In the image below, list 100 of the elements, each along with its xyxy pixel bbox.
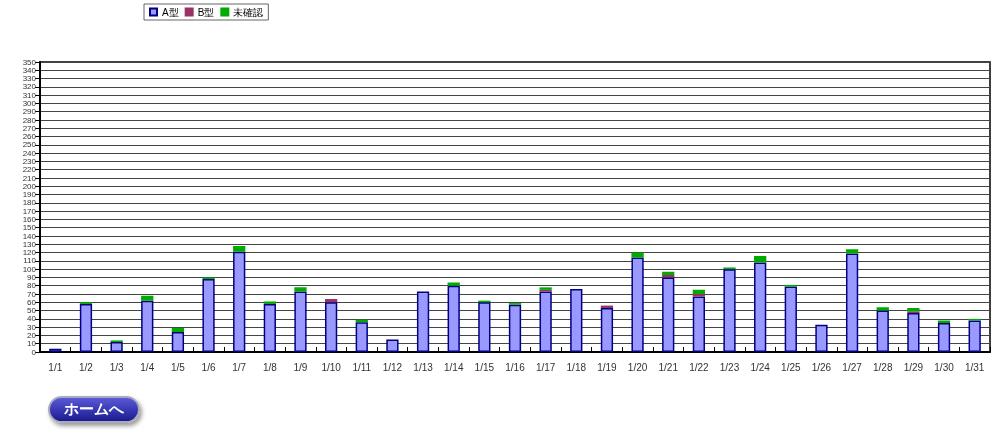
bar xyxy=(263,303,276,352)
y-tick-label: 200 xyxy=(22,181,37,191)
x-tick-label: 1/25 xyxy=(781,361,801,373)
y-tick-label: 30 xyxy=(27,322,37,332)
bar xyxy=(815,324,828,352)
x-tick-label: 1/17 xyxy=(535,361,556,373)
x-tick-label: 1/31 xyxy=(964,361,985,373)
y-tick-label: 250 xyxy=(22,140,37,150)
y-tick-label: 350 xyxy=(22,57,37,67)
x-tick-label: 1/4 xyxy=(140,361,155,373)
legend-label: A型 xyxy=(162,6,179,18)
bar xyxy=(845,253,859,352)
bar xyxy=(233,245,246,252)
legend-label: B型 xyxy=(197,6,215,18)
x-tick-label: 1/3 xyxy=(109,361,124,373)
x-tick-label: 1/6 xyxy=(201,361,216,373)
bar xyxy=(600,308,614,352)
y-tick-label: 170 xyxy=(22,206,37,216)
bar xyxy=(141,300,154,352)
bar xyxy=(539,291,552,352)
x-tick-label: 1/23 xyxy=(719,361,740,373)
bar xyxy=(937,323,951,352)
x-tick-label: 1/5 xyxy=(170,361,186,373)
y-tick-label: 150 xyxy=(22,223,37,233)
bar xyxy=(876,310,889,352)
y-tick-label: 290 xyxy=(22,107,37,117)
x-tick-label: 1/15 xyxy=(474,361,495,373)
x-tick-label: 1/13 xyxy=(413,361,434,373)
bar xyxy=(355,322,368,352)
y-tick-label: 50 xyxy=(27,306,37,316)
y-tick-label: 80 xyxy=(27,281,37,291)
legend-label: 未確認 xyxy=(233,6,264,18)
bar xyxy=(631,252,644,258)
bar xyxy=(141,295,154,301)
x-tick-label: 1/22 xyxy=(689,361,710,373)
y-tick-label: 340 xyxy=(22,65,37,75)
bar xyxy=(754,262,767,352)
bar xyxy=(570,289,583,352)
y-tick-label: 130 xyxy=(22,239,37,249)
y-tick-label: 230 xyxy=(22,156,37,166)
bar xyxy=(845,249,859,254)
x-tick-label: 1/19 xyxy=(597,361,618,373)
y-tick-label: 0 xyxy=(31,347,37,357)
x-tick-label: 1/8 xyxy=(262,361,278,373)
x-tick-label: 1/29 xyxy=(903,361,924,373)
bar xyxy=(325,302,338,352)
y-tick-label: 310 xyxy=(22,90,37,100)
x-tick-label: 1/28 xyxy=(873,361,893,373)
home-button[interactable]: ホームへ xyxy=(48,396,140,423)
bar xyxy=(202,279,215,352)
y-tick-label: 220 xyxy=(22,165,37,175)
bar xyxy=(907,313,920,352)
y-tick-label: 280 xyxy=(22,115,37,125)
y-tick-label: 60 xyxy=(27,297,37,307)
x-tick-label: 1/12 xyxy=(382,361,403,373)
y-tick-label: 270 xyxy=(22,123,37,133)
bar xyxy=(662,277,675,352)
bar xyxy=(416,291,430,352)
bar xyxy=(692,289,705,294)
x-tick-label: 1/10 xyxy=(321,361,342,373)
bar xyxy=(478,302,491,352)
bar xyxy=(233,251,246,352)
bar xyxy=(447,285,460,352)
y-tick-label: 20 xyxy=(27,330,37,340)
x-tick-label: 1/21 xyxy=(658,361,679,373)
y-tick-label: 110 xyxy=(23,256,37,266)
x-tick-label: 1/9 xyxy=(293,361,308,373)
y-tick-label: 140 xyxy=(22,231,37,241)
bar xyxy=(294,287,307,292)
bar xyxy=(754,255,767,263)
bar xyxy=(508,304,522,352)
x-tick-label: 1/2 xyxy=(79,361,94,373)
y-tick-label: 320 xyxy=(22,82,37,92)
y-tick-label: 90 xyxy=(27,272,37,282)
x-tick-label: 1/16 xyxy=(505,361,526,373)
y-tick-label: 210 xyxy=(22,173,37,183)
bar xyxy=(171,327,185,333)
bar xyxy=(79,303,93,352)
y-tick-label: 70 xyxy=(27,289,37,299)
y-tick-label: 330 xyxy=(22,74,37,84)
bar xyxy=(110,342,123,352)
y-tick-label: 240 xyxy=(22,148,37,158)
bar xyxy=(784,286,797,352)
y-tick-label: 190 xyxy=(22,190,37,200)
bar xyxy=(968,320,981,352)
y-tick-label: 120 xyxy=(22,248,37,258)
y-tick-label: 100 xyxy=(22,264,37,274)
x-tick-label: 1/1 xyxy=(48,361,63,373)
x-tick-label: 1/24 xyxy=(750,361,771,373)
bar xyxy=(723,269,736,352)
x-tick-label: 1/11 xyxy=(352,361,372,373)
y-tick-label: 40 xyxy=(27,314,37,324)
x-tick-label: 1/27 xyxy=(842,361,863,373)
y-tick-label: 160 xyxy=(22,214,37,224)
bar xyxy=(386,339,399,352)
y-tick-label: 300 xyxy=(22,98,37,108)
x-tick-label: 1/18 xyxy=(566,361,587,373)
x-tick-label: 1/20 xyxy=(627,361,648,373)
y-tick-label: 180 xyxy=(22,198,37,208)
bar xyxy=(631,257,644,352)
